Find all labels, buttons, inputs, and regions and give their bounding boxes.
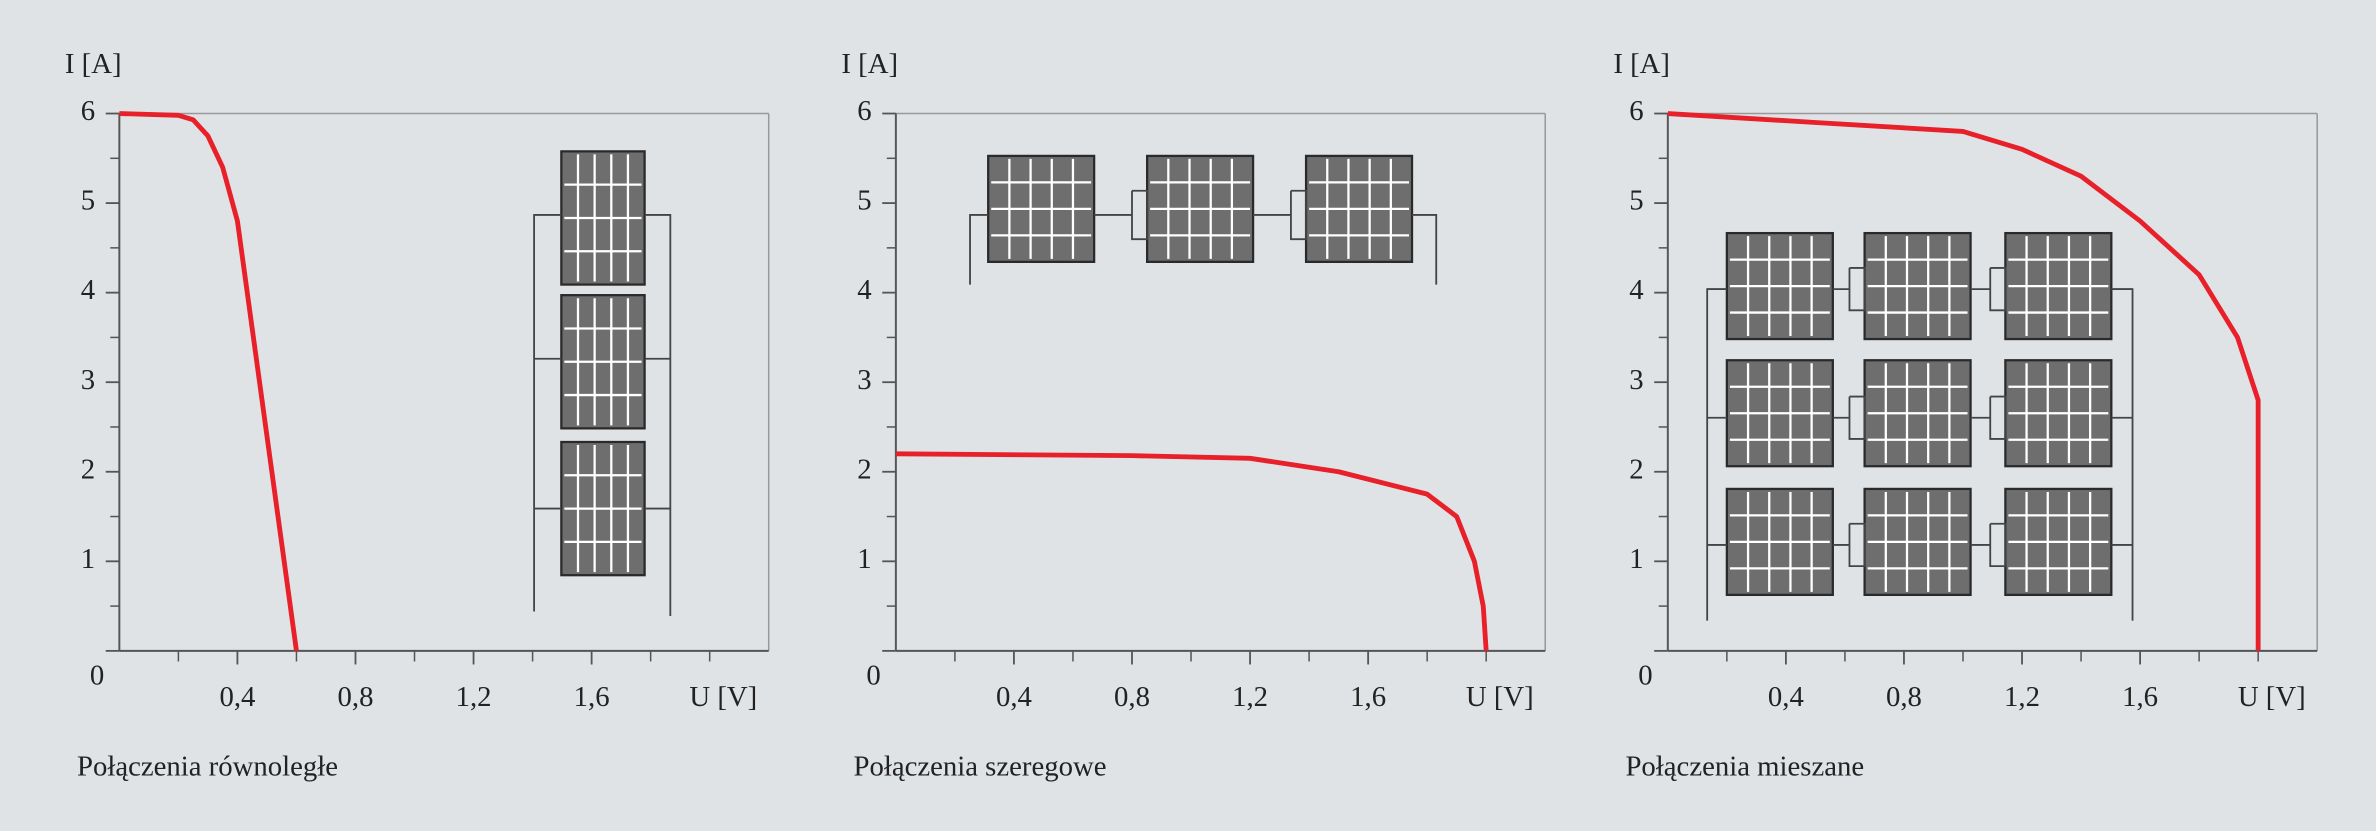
x-tick-label: 0,8	[338, 681, 374, 713]
y-tick-label: 5	[81, 185, 95, 217]
x-tick-label: 1,2	[456, 681, 492, 713]
x-axis-label: U [V]	[1466, 681, 1534, 713]
x-tick-label: 0,4	[1768, 681, 1804, 713]
x-tick-label: 1,6	[2122, 681, 2158, 713]
x-axis-label: U [V]	[2238, 681, 2306, 713]
y-tick-label: 0	[1638, 660, 1652, 692]
x-tick-label: 1,6	[574, 681, 610, 713]
y-tick-label: 5	[1629, 185, 1643, 217]
y-tick-label: 4	[81, 274, 95, 306]
x-tick-label: 0,8	[1886, 681, 1922, 713]
y-tick-label: 1	[1629, 543, 1643, 575]
y-axis-label: I [A]	[841, 48, 898, 80]
y-tick-label: 5	[857, 185, 871, 217]
y-tick-label: 2	[81, 453, 95, 485]
y-tick-label: 2	[857, 453, 871, 485]
chart-title: Połączenia mieszane	[1625, 751, 1864, 783]
y-tick-label: 3	[1629, 364, 1643, 396]
x-tick-label: 1,2	[2004, 681, 2040, 713]
x-tick-label: 0,4	[219, 681, 255, 713]
chart-title: Połączenia równoległe	[77, 751, 338, 783]
x-tick-label: 0,8	[1114, 681, 1150, 713]
y-tick-label: 4	[1629, 274, 1643, 306]
y-axis-label: I [A]	[1613, 48, 1670, 80]
x-tick-label: 1,6	[1350, 681, 1386, 713]
page: 0 1 2 3 4 5 6 0,4 0,8 1,2 1,6 I [A] U [V] Połączenia …	[0, 0, 2376, 831]
x-axis-label: U [V]	[689, 681, 757, 713]
y-tick-label: 3	[857, 364, 871, 396]
y-tick-label: 2	[1629, 453, 1643, 485]
y-tick-label: 6	[857, 95, 871, 127]
y-tick-label: 4	[857, 274, 871, 306]
y-tick-label: 6	[1629, 95, 1643, 127]
y-tick-label: 1	[857, 543, 871, 575]
y-tick-label: 3	[81, 364, 95, 396]
figure: 0 1 2 3 4 5 6 0,4 0,8 1,2 1,6 I [A] U [V] Połączenia …	[0, 0, 2376, 831]
y-tick-label: 6	[81, 95, 95, 127]
y-tick-label: 1	[81, 543, 95, 575]
y-axis-label: I [A]	[65, 48, 122, 80]
y-tick-label: 0	[866, 660, 880, 692]
y-tick-label: 0	[90, 660, 104, 692]
x-tick-label: 1,2	[1232, 681, 1268, 713]
chart-title: Połączenia szeregowe	[853, 751, 1106, 783]
x-tick-label: 0,4	[996, 681, 1032, 713]
